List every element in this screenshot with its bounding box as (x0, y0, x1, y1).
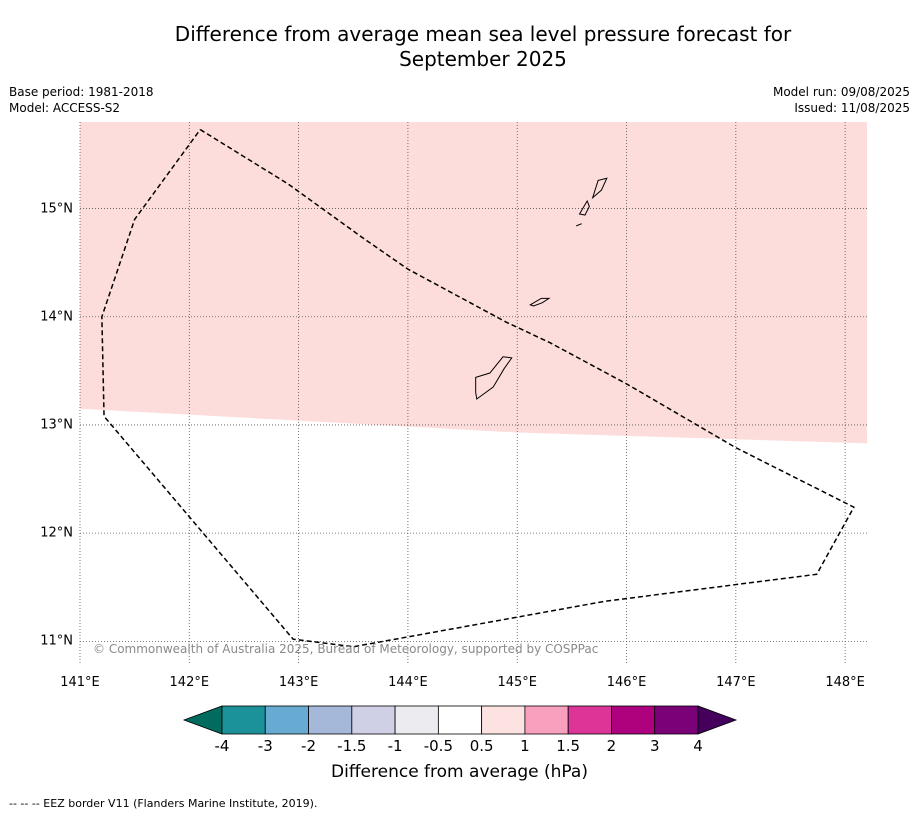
colorbar-segment (437, 705, 483, 735)
base-period: Base period: 1981-2018 (9, 85, 154, 99)
lon-tick-label: 143°E (278, 675, 319, 690)
colorbar-tick-label: -4 (214, 737, 230, 755)
title-line-2: September 2025 (399, 47, 567, 71)
eez-border (101, 128, 855, 648)
lat-tick-label: 12°N (40, 525, 73, 541)
colorbar-tick-label: 4 (693, 737, 703, 755)
lat-tick-label: 13°N (40, 417, 73, 433)
island-aguijan (576, 223, 582, 227)
colorbar-tick-label: -0.5 (423, 737, 453, 755)
colorbar-segment (611, 705, 656, 735)
colorbar-segment (481, 705, 526, 735)
colorbar-tick-label: -3 (257, 737, 273, 755)
colorbar-under-arrow (182, 705, 223, 735)
colorbar-tick-label: -1.5 (337, 737, 367, 755)
lon-tick-label: 146°E (606, 675, 647, 690)
issued-date: Issued: 11/08/2025 (794, 101, 910, 115)
colorbar-segment (394, 705, 439, 735)
colorbar-segment (524, 705, 569, 735)
island-tinian (578, 199, 590, 216)
colorbar-tick-label: 1.5 (556, 737, 581, 755)
lat-tick-label: 14°N (40, 309, 73, 325)
meta-left: Base period: 1981-2018 Model: ACCESS-S2 (9, 84, 154, 116)
colorbar-segment (351, 705, 396, 735)
colorbar-tick-label: 2 (606, 737, 617, 755)
lon-tick-label: 147°E (716, 675, 756, 690)
model-run: Model run: 09/08/2025 (772, 85, 910, 99)
model-name: Model: ACCESS-S2 (9, 101, 121, 115)
lon-tick-label: 142°E (169, 675, 210, 690)
colorbar-segment (567, 705, 612, 735)
lon-tick-label: 144°E (388, 675, 428, 690)
lat-tick-label: 11°N (40, 633, 73, 649)
colorbar-segment (654, 705, 699, 735)
lon-tick-label: 141°E (60, 675, 100, 690)
colorbar-tick-label: 3 (649, 737, 660, 755)
lat-tick-label: 15°N (40, 201, 73, 217)
colorbar-tick-label: -2 (301, 737, 317, 755)
lon-tick-label: 148°E (825, 675, 865, 690)
colorbar-segment (221, 705, 266, 735)
colorbar-segment (264, 705, 309, 735)
shaded-region (80, 122, 867, 444)
island-guam (475, 356, 513, 400)
lon-tick-label: 145°E (497, 675, 537, 690)
chart-title: Difference from average mean sea level p… (0, 22, 919, 72)
colorbar-tick-label: -1 (387, 737, 403, 755)
title-line-1: Difference from average mean sea level p… (174, 22, 792, 46)
island-rota (529, 297, 551, 307)
colorbar-segment (308, 705, 353, 735)
eez-footnote: -- -- -- EEZ border V11 (Flanders Marine… (9, 797, 318, 810)
meta-right: Model run: 09/08/2025 Issued: 11/08/2025 (773, 84, 910, 116)
colorbar-over-arrow (697, 705, 738, 735)
colorbar-tick-label: 0.5 (469, 737, 494, 755)
colorbar-title: Difference from average (hPa) (331, 762, 588, 782)
copyright-notice: © Commonwealth of Australia 2025, Bureau… (93, 642, 599, 656)
colorbar-tick-label: 1 (520, 737, 530, 755)
island-saipan (591, 177, 608, 200)
